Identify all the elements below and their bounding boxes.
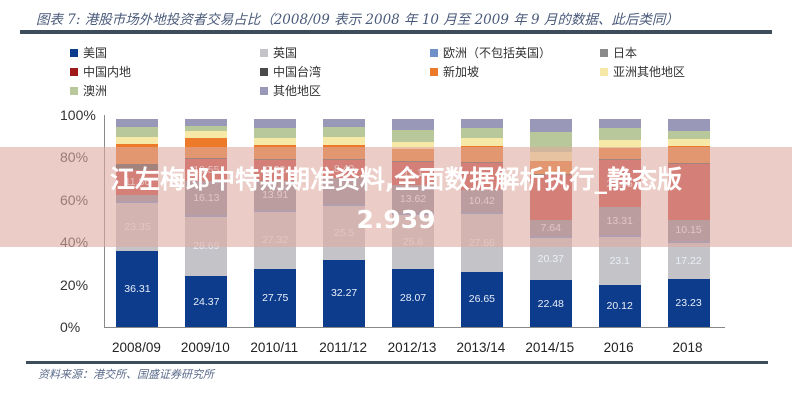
legend-label: 美国: [83, 46, 108, 60]
bar-segment: [323, 119, 366, 127]
x-tick-label: 2012/13: [387, 340, 437, 355]
legend-item: 新加坡: [430, 63, 479, 80]
bar-segment: [254, 127, 297, 139]
chart-title: 图表 7: 港股市场外地投资者交易占比（2008/09 表示 2008 年 10…: [36, 12, 679, 28]
legend-swatch-icon: [70, 86, 78, 95]
legend-label: 亚洲其他地区: [613, 65, 686, 79]
x-tick-label: 2009/10: [180, 340, 230, 355]
bar-segment: [392, 129, 434, 143]
bar-segment: 23.23: [667, 278, 710, 327]
top-divider: [20, 30, 772, 34]
watermark-title: 江左梅郎中特期期准资料,全面数据解析执行_静态版: [110, 165, 682, 194]
bar-segment: [323, 126, 366, 138]
legend-swatch-icon: [70, 67, 78, 76]
bar-segment: [392, 142, 434, 150]
watermark-subtitle: 2.939: [356, 205, 436, 234]
legend-label: 新加坡: [443, 65, 480, 79]
bar-segment: [667, 138, 710, 146]
bar-segment: [116, 136, 159, 144]
legend-label: 其他地区: [273, 84, 322, 98]
legend-swatch-icon: [600, 48, 608, 57]
x-tick-label: 2018: [672, 340, 703, 355]
bar-segment: [392, 119, 434, 130]
legend-swatch-icon: [600, 67, 608, 76]
bar-segment: 36.31: [116, 251, 159, 327]
watermark-banner: [0, 147, 792, 247]
bar-segment: 26.65: [460, 271, 503, 327]
bar-segment: [667, 119, 710, 132]
bar-segment: [323, 137, 366, 145]
bar-segment: 27.75: [254, 269, 297, 327]
y-tick-label: 0%: [60, 319, 81, 335]
legend-swatch-icon: [70, 48, 78, 57]
bar-segment: [598, 139, 641, 148]
legend-item: 中国内地: [70, 63, 131, 80]
x-tick-label: 2013/14: [456, 340, 506, 355]
bar-segment: 28.07: [392, 268, 434, 327]
legend-label: 欧洲（不包括英国）: [443, 46, 552, 60]
y-tick-label: 20%: [60, 276, 89, 293]
x-tick-label: 2011/12: [319, 340, 368, 355]
legend-item: 其他地区: [260, 82, 321, 99]
bar-segment: [185, 125, 228, 132]
bar-segment: [598, 128, 641, 140]
legend-label: 中国台湾: [273, 65, 322, 79]
bar-segment: [116, 119, 159, 128]
bar-segment: [460, 128, 503, 139]
bar-segment: 32.27: [323, 259, 366, 327]
legend-item: 美国: [70, 44, 107, 61]
legend-swatch-icon: [260, 86, 268, 95]
source-note: 资料来源：港交所、国盛证券研究所: [38, 368, 214, 381]
bar-segment: [185, 119, 228, 126]
bar-segment: [598, 119, 641, 129]
legend-item: 欧洲（不包括英国）: [430, 44, 551, 61]
legend-swatch-icon: [260, 48, 268, 57]
bar-segment: 22.48: [529, 280, 572, 327]
bar-segment: [116, 127, 159, 137]
x-tick-label: 2014/15: [525, 340, 575, 355]
bar-segment: 24.37: [185, 276, 228, 327]
bar-segment: 20.12: [598, 285, 641, 327]
legend-label: 英国: [273, 46, 298, 60]
legend-label: 澳洲: [83, 84, 108, 98]
legend-swatch-icon: [430, 48, 438, 57]
legend-label: 日本: [613, 46, 638, 60]
bar-segment: [460, 138, 503, 146]
x-tick-label: 2010/11: [250, 340, 299, 355]
legend-item: 中国台湾: [260, 63, 321, 80]
bar-segment: [529, 119, 572, 132]
legend-swatch-icon: [430, 67, 438, 76]
x-tick-label: 2016: [603, 340, 634, 355]
x-tick-label: 2008/09: [112, 340, 161, 355]
y-tick-label: 100%: [60, 107, 96, 123]
bar-segment: 17.22: [667, 242, 710, 279]
bottom-divider: [26, 361, 768, 364]
legend-label: 中国内地: [83, 65, 132, 79]
bar-segment: [254, 138, 297, 146]
legend-swatch-icon: [260, 67, 268, 76]
bar-segment: [185, 131, 228, 139]
bar-segment: [667, 131, 710, 139]
bar-segment: [254, 119, 297, 128]
legend-item: 亚洲其他地区: [600, 63, 685, 80]
legend-item: 澳洲: [70, 82, 107, 99]
legend-item: 英国: [260, 44, 297, 61]
bar-segment: [460, 119, 503, 128]
legend-item: 日本: [600, 44, 637, 61]
